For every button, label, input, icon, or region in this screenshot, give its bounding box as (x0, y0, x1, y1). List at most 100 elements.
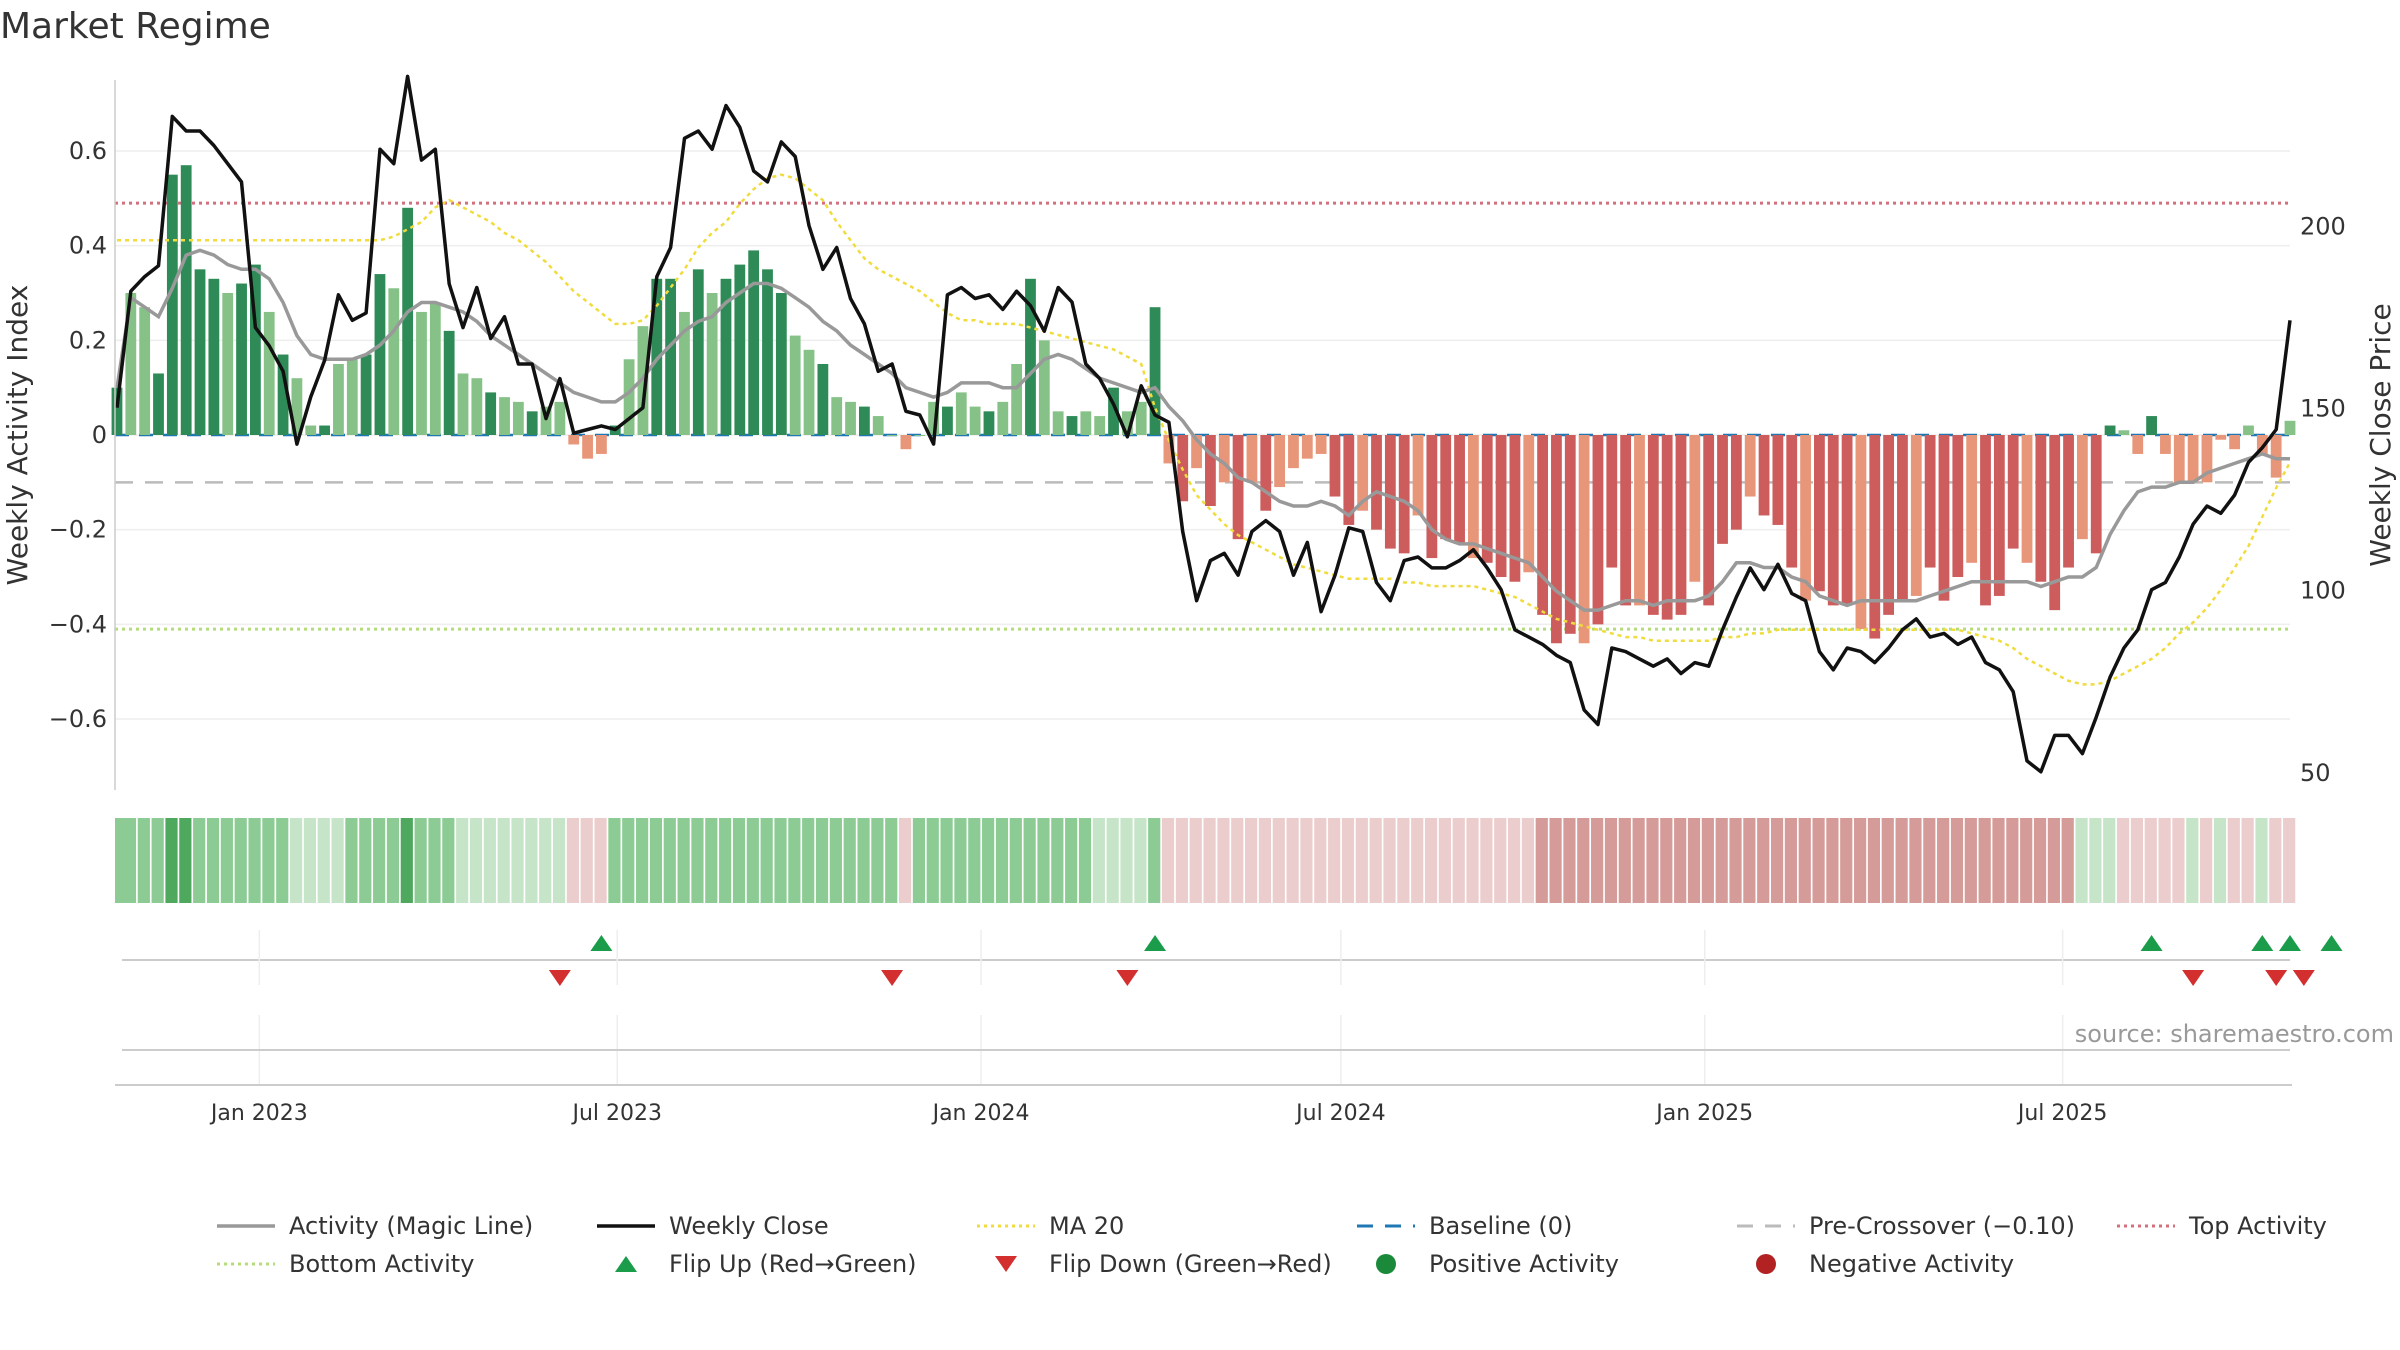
activity-bar (2007, 435, 2019, 549)
activity-bar (1551, 435, 1562, 644)
flip-up-marker (1144, 935, 1167, 951)
regime-cell (898, 818, 912, 903)
activity-bar (1897, 435, 1908, 601)
ma20-line (117, 173, 2292, 686)
activity-bar (1509, 435, 1521, 582)
activity-bar (1869, 435, 1881, 639)
x-tick-label: Jan 2025 (1654, 1101, 1753, 1126)
activity-bar (1066, 416, 1078, 435)
activity-bar (1993, 435, 2005, 596)
activity-bar (1274, 435, 1286, 488)
activity-bar (1634, 435, 1645, 606)
regime-strip (115, 818, 2296, 903)
regime-cell (1784, 818, 1797, 903)
regime-cell (2200, 818, 2213, 903)
regime-cell (1826, 818, 1839, 903)
activity-bar (679, 311, 690, 435)
flip-up-marker (2279, 935, 2301, 951)
activity-bar (1938, 435, 1950, 601)
regime-cell (386, 818, 400, 903)
activity-bar (789, 335, 801, 435)
regime-cell (1355, 818, 1368, 903)
x-tick-label: Jan 2024 (931, 1101, 1030, 1126)
activity-bar (1481, 435, 1493, 563)
activity-bar (1357, 435, 1369, 511)
legend-symbol (595, 1251, 657, 1277)
chart-title: Market Regime (0, 6, 271, 47)
source-note: source: sharemaestro.com (2074, 1020, 2394, 1048)
regime-cell (636, 818, 649, 903)
activity-bar (263, 311, 275, 435)
activity-bar (1315, 435, 1327, 454)
regime-cell (2047, 818, 2060, 903)
activity-bar (1537, 435, 1548, 615)
regime-cell (2158, 818, 2171, 903)
activity-bar (277, 354, 289, 435)
activity-bar (485, 392, 497, 435)
activity-bar (1703, 435, 1715, 606)
regime-cell (815, 818, 829, 903)
activity-bar (2146, 416, 2157, 435)
activity-bar (153, 373, 164, 435)
activity-bar (402, 207, 414, 435)
y-tick-label: 0.2 (69, 326, 107, 354)
regime-cell (1978, 818, 1991, 903)
regime-cell (2089, 818, 2102, 903)
flip-down-marker (548, 970, 571, 986)
regime-cell (594, 818, 607, 903)
activity-bar (236, 283, 247, 435)
legend-symbol (1735, 1251, 1797, 1277)
activity-bar (886, 435, 898, 436)
legend-label: MA 20 (1049, 1212, 1125, 1240)
activity-bar (1883, 435, 1895, 615)
activity-bar (1744, 435, 1756, 497)
legend-label: Weekly Close (669, 1212, 829, 1240)
activity-bar (1149, 307, 1161, 435)
regime-cell (968, 818, 981, 903)
flip-up-marker (2140, 935, 2163, 951)
regime-cell (442, 818, 455, 903)
activity-bar (803, 349, 815, 435)
flip-up-marker (590, 935, 613, 951)
regime-cell (2006, 818, 2019, 903)
activity-bar (1329, 435, 1341, 497)
activity-bar (222, 293, 234, 435)
activity-bar (526, 411, 538, 435)
activity-bar (1910, 435, 1922, 596)
regime-cell (2186, 818, 2199, 903)
regime-cell (1383, 818, 1396, 903)
regime-cell (525, 818, 538, 903)
regime-cell (539, 818, 552, 903)
activity-bar (1800, 435, 1811, 601)
activity-bar (291, 378, 303, 435)
activity-bar (706, 293, 718, 435)
legend-symbol (975, 1213, 1037, 1239)
activity-bar (1246, 435, 1258, 483)
activity-bar (914, 435, 926, 436)
y-right-tick-label: 200 (2300, 213, 2346, 241)
regime-cell (746, 818, 759, 903)
activity-bar (900, 435, 912, 450)
y-tick-label: −0.4 (49, 610, 107, 638)
regime-cell (1604, 818, 1618, 903)
regime-cell (995, 818, 1009, 903)
activity-bar (1260, 435, 1272, 511)
activity-bar (1924, 435, 1936, 568)
regime-cell (1300, 818, 1313, 903)
activity-bar (983, 411, 995, 435)
regime-cell (2255, 818, 2268, 903)
activity-bar (845, 401, 856, 435)
regime-cell (1438, 818, 1451, 903)
legend-item: Pre-Crossover (−0.10) (1735, 1212, 2075, 1240)
regime-cell (1245, 818, 1258, 903)
legend-label: Activity (Magic Line) (289, 1212, 534, 1240)
x-tick-label: Jul 2023 (570, 1101, 662, 1126)
regime-cell (1715, 818, 1728, 903)
activity-bar (443, 330, 455, 435)
reference-lines (115, 201, 2290, 631)
activity-bar (1384, 435, 1396, 549)
regime-cell (1258, 818, 1272, 903)
activity-bar (942, 406, 953, 435)
regime-cell (1203, 818, 1216, 903)
regime-cell (802, 818, 815, 903)
